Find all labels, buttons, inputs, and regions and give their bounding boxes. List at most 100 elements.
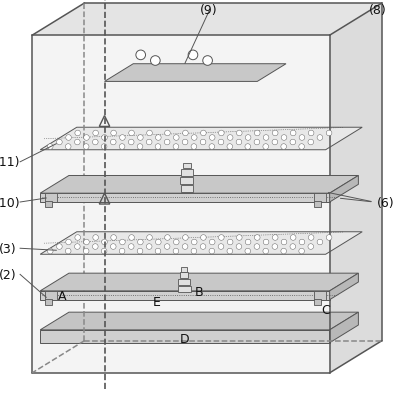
Circle shape <box>272 235 277 241</box>
Circle shape <box>92 140 98 146</box>
Circle shape <box>128 235 134 241</box>
Circle shape <box>164 235 170 241</box>
Circle shape <box>290 131 295 136</box>
Circle shape <box>155 239 161 245</box>
Bar <box>45 291 57 300</box>
Circle shape <box>182 244 187 250</box>
Circle shape <box>93 131 98 136</box>
Bar <box>314 202 320 207</box>
Circle shape <box>271 244 277 250</box>
Bar <box>180 267 187 272</box>
Circle shape <box>271 140 277 146</box>
Circle shape <box>92 244 98 250</box>
Circle shape <box>254 131 259 136</box>
Circle shape <box>209 144 214 150</box>
Circle shape <box>128 244 134 250</box>
Text: B: B <box>194 286 203 298</box>
Circle shape <box>164 140 170 146</box>
Circle shape <box>83 249 89 254</box>
Circle shape <box>47 144 53 150</box>
Text: (3): (3) <box>0 242 17 255</box>
Text: (8): (8) <box>368 4 386 16</box>
Polygon shape <box>40 128 361 150</box>
Bar <box>40 330 329 343</box>
Bar <box>45 299 52 305</box>
Bar <box>45 194 57 203</box>
Bar <box>45 202 52 207</box>
Bar <box>182 163 190 169</box>
Polygon shape <box>104 65 286 82</box>
Circle shape <box>280 249 286 254</box>
Circle shape <box>298 144 304 150</box>
Circle shape <box>263 239 268 245</box>
Circle shape <box>200 131 206 136</box>
Circle shape <box>227 249 232 254</box>
Circle shape <box>218 235 224 241</box>
Circle shape <box>218 244 223 250</box>
Circle shape <box>298 135 304 141</box>
Circle shape <box>173 135 178 141</box>
Circle shape <box>308 235 313 241</box>
Circle shape <box>182 131 188 136</box>
Bar <box>314 194 325 203</box>
Bar <box>314 291 325 300</box>
Circle shape <box>244 144 250 150</box>
Circle shape <box>200 235 206 241</box>
Circle shape <box>307 140 313 146</box>
Circle shape <box>182 235 188 241</box>
Text: D: D <box>180 332 189 345</box>
Text: E: E <box>152 295 160 308</box>
Circle shape <box>146 244 152 250</box>
Bar <box>180 178 193 185</box>
Circle shape <box>289 140 295 146</box>
Bar <box>40 194 329 203</box>
Circle shape <box>218 131 224 136</box>
Circle shape <box>263 135 268 141</box>
Circle shape <box>209 135 215 141</box>
Circle shape <box>83 144 89 150</box>
Circle shape <box>235 244 241 250</box>
Polygon shape <box>40 312 358 330</box>
Bar <box>181 170 192 177</box>
Polygon shape <box>40 232 361 255</box>
Circle shape <box>254 235 259 241</box>
Circle shape <box>272 131 277 136</box>
Circle shape <box>191 135 196 141</box>
Circle shape <box>111 235 116 241</box>
Circle shape <box>137 135 143 141</box>
Circle shape <box>236 235 241 241</box>
Circle shape <box>326 131 331 136</box>
Circle shape <box>155 135 161 141</box>
Circle shape <box>308 131 313 136</box>
Circle shape <box>209 249 214 254</box>
Circle shape <box>83 135 89 141</box>
Circle shape <box>110 140 116 146</box>
Circle shape <box>182 140 187 146</box>
Circle shape <box>326 235 331 241</box>
Circle shape <box>227 239 232 245</box>
Circle shape <box>65 249 71 254</box>
Circle shape <box>190 249 196 254</box>
Bar <box>181 186 192 193</box>
Circle shape <box>191 239 196 245</box>
Circle shape <box>75 235 80 241</box>
Circle shape <box>253 140 259 146</box>
Bar <box>177 286 190 293</box>
Text: A: A <box>58 290 67 302</box>
Circle shape <box>128 140 134 146</box>
Text: (11): (11) <box>0 156 21 169</box>
Circle shape <box>57 244 62 250</box>
Circle shape <box>262 144 268 150</box>
Circle shape <box>188 51 197 61</box>
Circle shape <box>150 57 160 66</box>
Circle shape <box>137 249 142 254</box>
Circle shape <box>93 235 98 241</box>
Circle shape <box>74 244 80 250</box>
Polygon shape <box>329 4 381 373</box>
Circle shape <box>119 144 125 150</box>
Circle shape <box>75 131 80 136</box>
Circle shape <box>164 244 170 250</box>
Circle shape <box>146 140 152 146</box>
Circle shape <box>227 144 232 150</box>
Polygon shape <box>32 4 381 36</box>
